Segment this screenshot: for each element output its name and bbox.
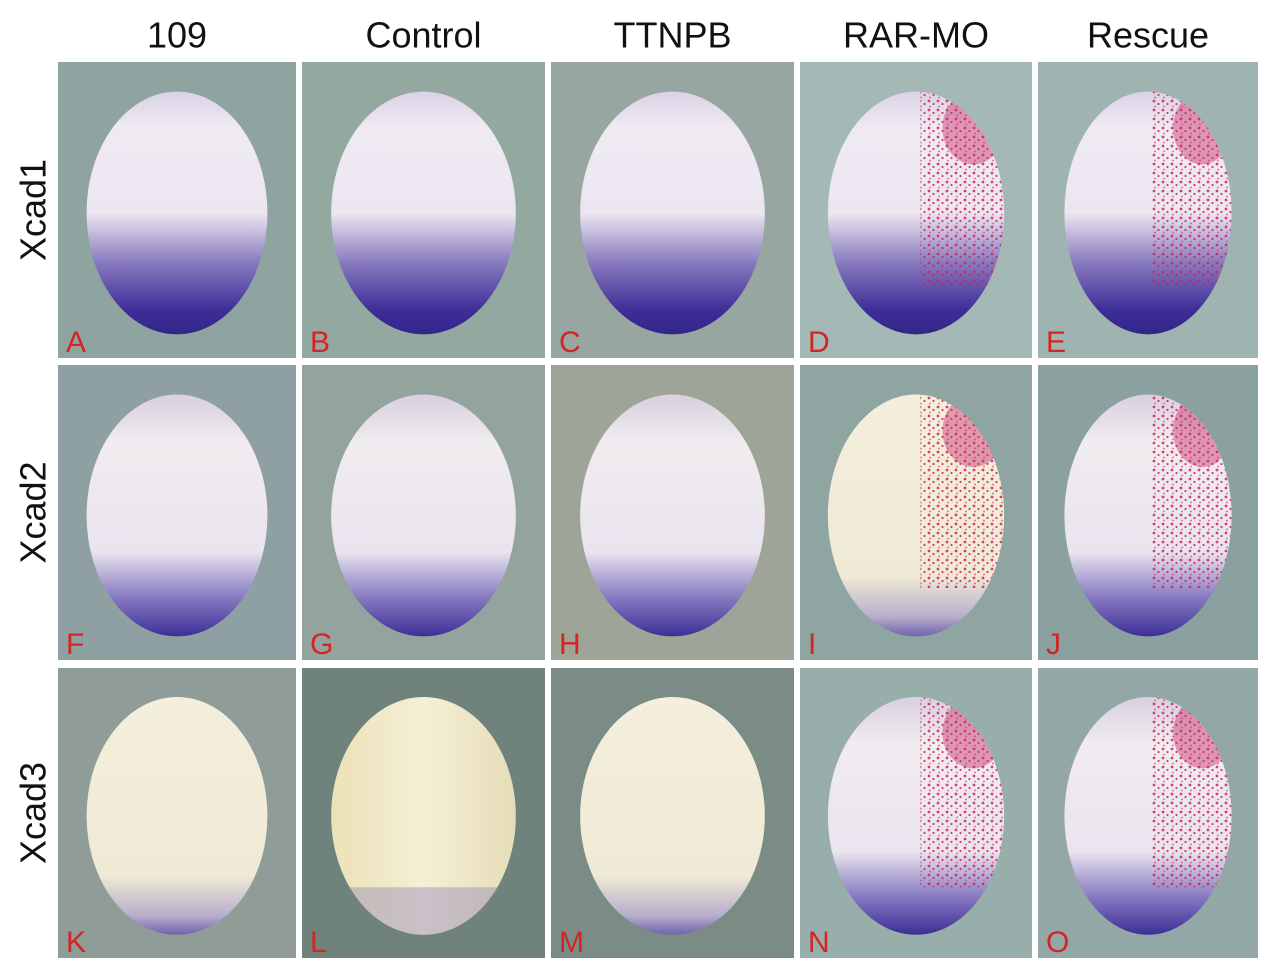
panel: M <box>551 668 794 959</box>
panel: C <box>551 62 794 359</box>
panel-letter: H <box>559 628 581 661</box>
panel-letter: G <box>310 628 333 661</box>
embryo <box>86 91 268 335</box>
panel: D <box>800 62 1032 359</box>
panel-letter: B <box>310 326 330 359</box>
column-header: Control <box>365 15 481 56</box>
panel: H <box>551 365 794 661</box>
panel-letter: N <box>808 926 830 959</box>
embryo <box>580 394 765 637</box>
panel: N <box>800 668 1032 959</box>
column-header: Rescue <box>1087 15 1209 56</box>
row-label: Xcad3 <box>13 762 54 864</box>
panel: J <box>1038 365 1258 661</box>
row-label: Xcad2 <box>13 461 54 563</box>
panel: K <box>58 668 296 959</box>
panel: I <box>800 365 1032 661</box>
embryo <box>331 394 516 637</box>
column-header: TTNPB <box>613 15 731 56</box>
panel: L <box>302 668 545 959</box>
embryo <box>86 394 268 637</box>
panel-letter: K <box>66 926 86 959</box>
row-label: Xcad1 <box>13 159 54 261</box>
embryo <box>580 91 765 335</box>
column-header: 109 <box>147 15 207 56</box>
panel: B <box>302 62 545 359</box>
embryo <box>331 91 516 335</box>
panel-letter: D <box>808 326 830 359</box>
panel-letter: E <box>1046 326 1066 359</box>
panel-letter: M <box>559 926 584 959</box>
embryo <box>331 697 516 935</box>
panel-letter: O <box>1046 926 1069 959</box>
panel: O <box>1038 668 1258 959</box>
panel: F <box>58 365 296 661</box>
panel: G <box>302 365 545 661</box>
panel-letter: F <box>66 628 84 661</box>
panel-letter: I <box>808 628 816 661</box>
panel-letter: J <box>1046 628 1061 661</box>
panel: A <box>58 62 296 359</box>
panel-letter: C <box>559 326 581 359</box>
embryo <box>580 697 765 935</box>
embryo <box>86 697 268 935</box>
column-header: RAR-MO <box>843 15 989 56</box>
panel: E <box>1038 62 1258 359</box>
panel-letter: A <box>66 326 86 359</box>
panel-letter: L <box>310 926 327 959</box>
